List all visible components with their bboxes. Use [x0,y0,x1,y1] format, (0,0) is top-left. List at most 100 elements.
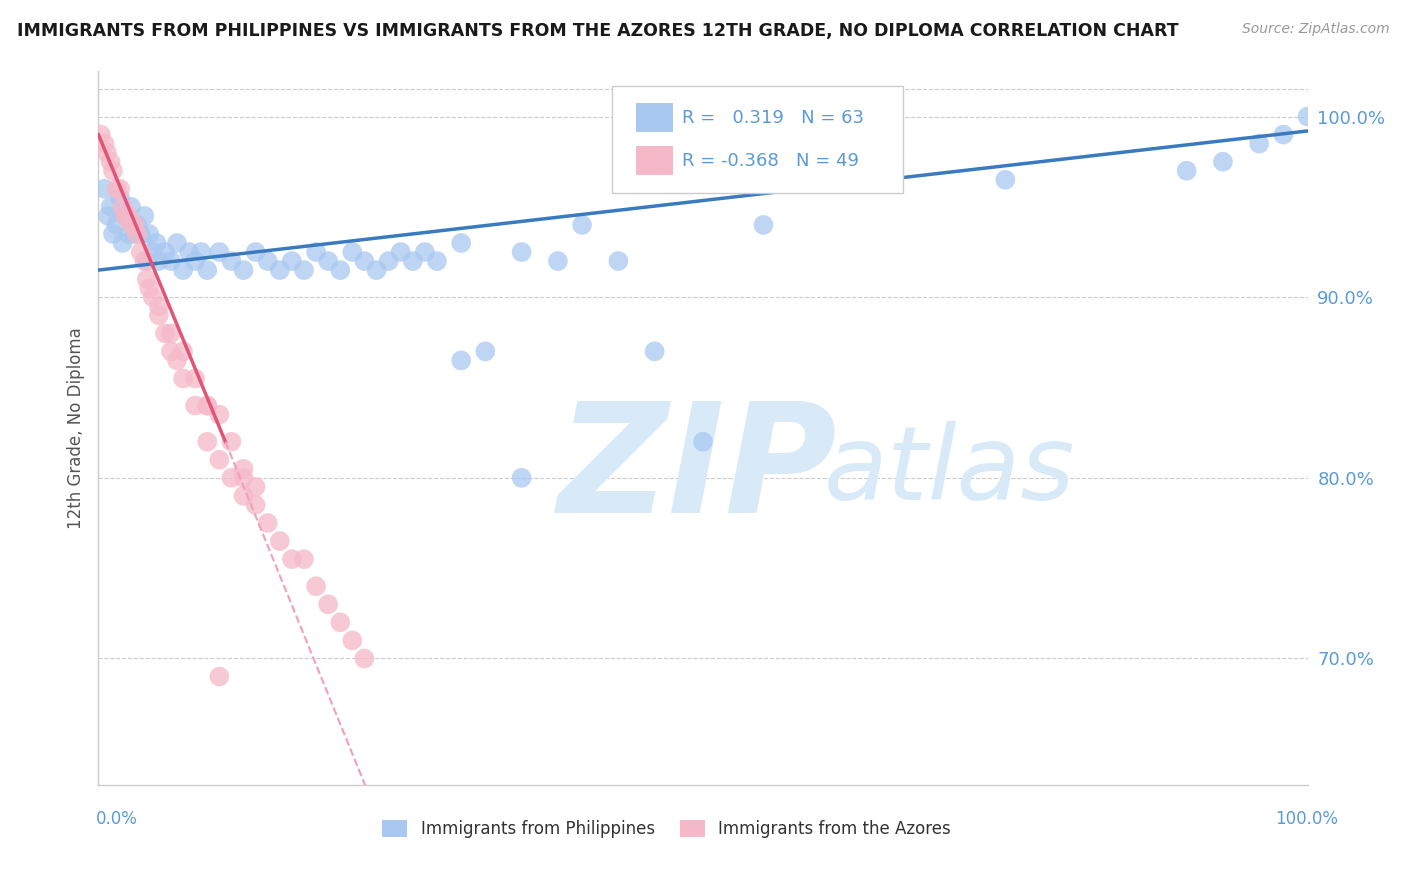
Point [153,326,176,341]
Point [232,489,254,503]
Text: Source: ZipAtlas.com: Source: ZipAtlas.com [1241,22,1389,37]
Point [377,254,399,268]
Point [232,263,254,277]
Point [93,182,115,196]
Point [148,254,170,268]
Point [571,218,593,232]
Point [148,299,170,313]
Point [93,136,115,151]
Point [100,200,122,214]
Point [221,434,243,449]
Text: 0.0%: 0.0% [96,810,138,828]
Point [510,471,533,485]
Point [142,290,165,304]
Point [190,245,212,260]
Point [1212,154,1234,169]
Point [281,552,304,566]
Point [127,218,149,232]
Point [118,209,141,223]
Point [135,272,157,286]
Text: IMMIGRANTS FROM PHILIPPINES VS IMMIGRANTS FROM THE AZORES 12TH GRADE, NO DIPLOMA: IMMIGRANTS FROM PHILIPPINES VS IMMIGRANT… [17,22,1178,40]
Point [208,452,231,467]
Point [134,254,156,268]
FancyBboxPatch shape [613,86,903,193]
Point [105,182,128,196]
Text: R = -0.368   N = 49: R = -0.368 N = 49 [682,152,859,169]
Point [245,498,267,512]
Point [108,191,131,205]
Point [402,254,425,268]
Point [97,209,120,223]
FancyBboxPatch shape [637,103,672,132]
Point [124,227,146,241]
Point [1175,163,1198,178]
Point [138,227,160,241]
Point [100,154,122,169]
Point [269,534,291,549]
Point [138,281,160,295]
Point [305,579,328,593]
Point [166,353,188,368]
Point [413,245,436,260]
Point [292,263,315,277]
Point [114,209,136,223]
Point [114,209,136,223]
Point [607,254,630,268]
Point [127,227,149,241]
Point [172,344,194,359]
Text: 100.0%: 100.0% [1275,810,1339,828]
Point [692,434,714,449]
Point [184,371,207,385]
Point [389,245,412,260]
Point [120,200,142,214]
Text: R =   0.319   N = 63: R = 0.319 N = 63 [682,109,865,127]
Point [118,227,141,241]
Point [269,263,291,277]
Point [256,254,278,268]
Point [129,227,152,241]
Point [245,480,267,494]
Point [221,471,243,485]
Point [245,245,267,260]
Point [184,254,207,268]
Point [474,344,496,359]
Point [1272,128,1295,142]
Point [1296,110,1319,124]
Point [120,218,142,232]
Point [1249,136,1271,151]
Point [208,245,231,260]
Point [101,227,124,241]
Point [160,344,183,359]
Point [184,399,207,413]
Point [195,263,218,277]
Legend: Immigrants from Philippines, Immigrants from the Azores: Immigrants from Philippines, Immigrants … [375,813,957,845]
Point [329,615,352,630]
Point [160,326,183,341]
Point [450,353,472,368]
Point [108,182,131,196]
Point [450,235,472,250]
Point [172,263,194,277]
Point [160,254,183,268]
Point [124,218,146,232]
Point [281,254,304,268]
Point [96,145,118,160]
Point [329,263,352,277]
FancyBboxPatch shape [637,146,672,175]
Point [256,516,278,530]
Point [353,254,375,268]
Point [101,163,124,178]
Point [752,218,775,232]
Point [134,209,156,223]
Point [547,254,569,268]
Point [195,434,218,449]
Point [221,254,243,268]
Point [316,597,339,611]
Point [90,128,112,142]
Point [135,254,157,268]
Point [172,371,194,385]
Text: ZIP: ZIP [558,396,838,546]
Point [166,235,188,250]
Point [105,218,128,232]
Point [342,245,364,260]
